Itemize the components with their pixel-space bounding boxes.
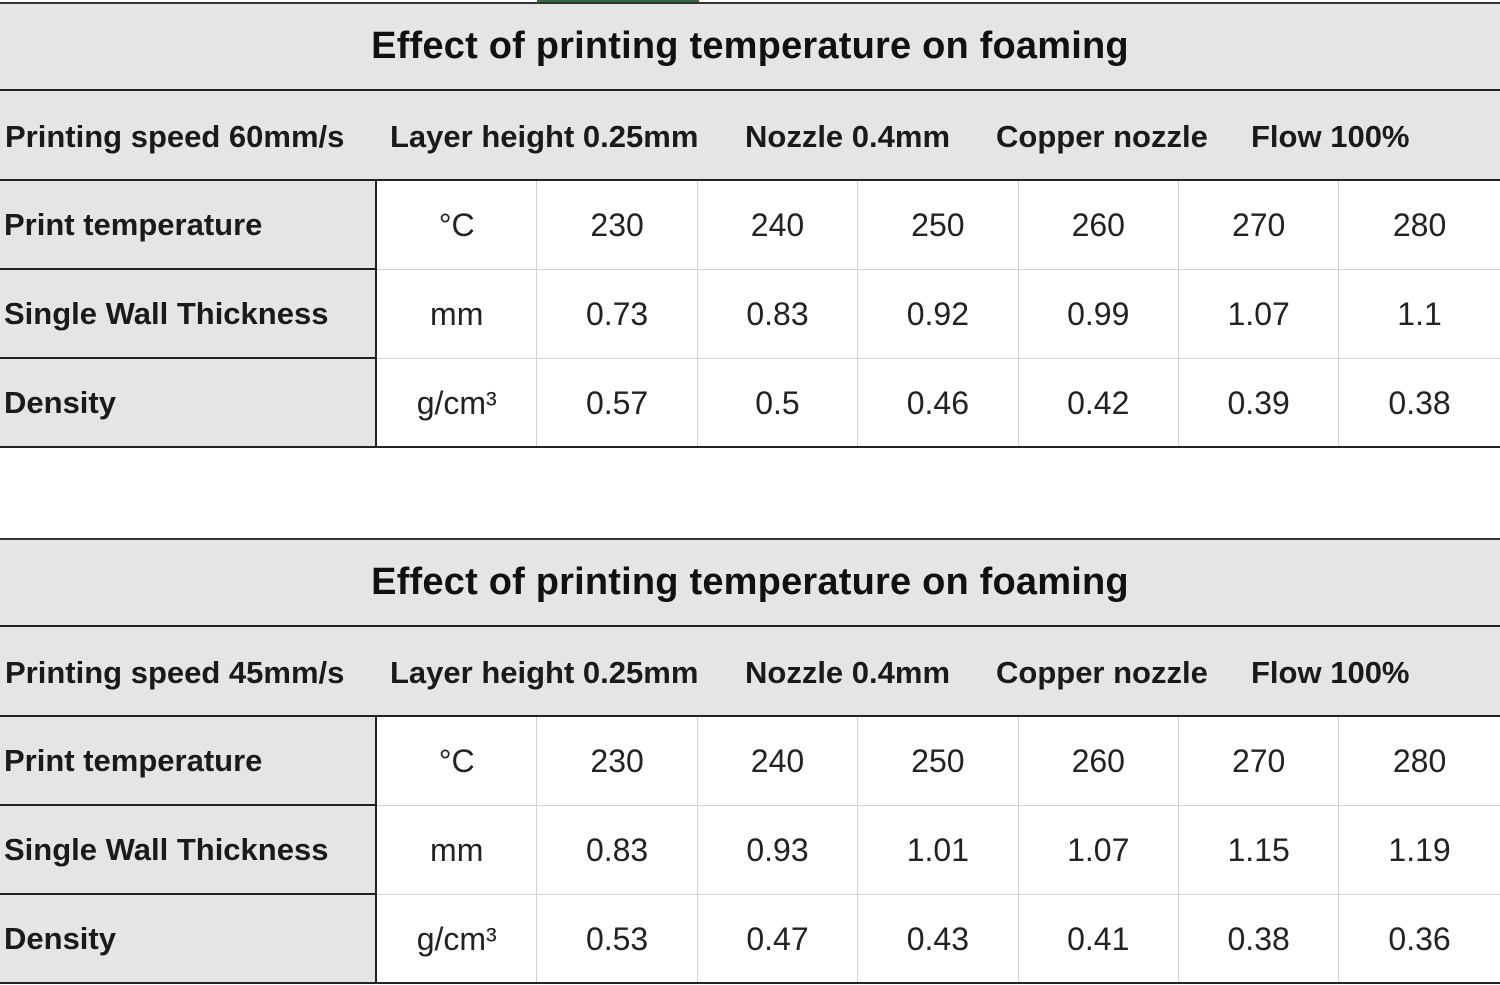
table-row-density: Density g/cm³ 0.57 0.5 0.46 0.42 0.39 0.… xyxy=(0,359,1500,448)
value-cell: 270 xyxy=(1178,181,1340,270)
print-parameters-row: Printing speed 45mm/s Layer height 0.25m… xyxy=(0,627,1500,717)
value-cell: 270 xyxy=(1178,717,1340,806)
value-cell: 1.15 xyxy=(1178,806,1340,895)
param-printing-speed: Printing speed 60mm/s xyxy=(5,119,345,154)
value-cell: 240 xyxy=(697,717,859,806)
value-cell: 0.73 xyxy=(537,270,698,359)
value-cell: 0.53 xyxy=(537,895,698,982)
unit-cell: °C xyxy=(377,181,538,270)
value-cell: 280 xyxy=(1339,717,1500,806)
value-cell: 0.42 xyxy=(1018,359,1179,446)
foaming-table-2: Effect of printing temperature on foamin… xyxy=(0,538,1500,984)
value-cell: 0.83 xyxy=(537,806,698,895)
top-accent-line xyxy=(537,0,699,3)
table-title-row: Effect of printing temperature on foamin… xyxy=(0,538,1500,627)
row-label: Density xyxy=(0,359,377,446)
value-cell: 0.83 xyxy=(697,270,859,359)
table-row-wall-thickness: Single Wall Thickness mm 0.83 0.93 1.01 … xyxy=(0,806,1500,895)
foaming-table-1: Effect of printing temperature on foamin… xyxy=(0,2,1500,448)
table-row-print-temperature: Print temperature °C 230 240 250 260 270… xyxy=(0,181,1500,270)
param-nozzle-material: Copper nozzle xyxy=(996,655,1208,690)
param-nozzle-material: Copper nozzle xyxy=(996,119,1208,154)
unit-cell: mm xyxy=(377,270,538,359)
value-cell: 250 xyxy=(858,181,1019,270)
value-cell: 0.41 xyxy=(1018,895,1179,982)
value-cell: 0.36 xyxy=(1339,895,1500,982)
value-cell: 240 xyxy=(697,181,859,270)
value-cell: 280 xyxy=(1339,181,1500,270)
value-cell: 0.57 xyxy=(537,359,698,446)
value-cell: 0.38 xyxy=(1339,359,1500,446)
unit-cell: g/cm³ xyxy=(377,359,538,446)
value-cell: 1.07 xyxy=(1178,270,1340,359)
value-cell: 260 xyxy=(1018,181,1179,270)
table-row-density: Density g/cm³ 0.53 0.47 0.43 0.41 0.38 0… xyxy=(0,895,1500,984)
value-cell: 1.07 xyxy=(1018,806,1179,895)
value-cell: 1.19 xyxy=(1339,806,1500,895)
table-row-wall-thickness: Single Wall Thickness mm 0.73 0.83 0.92 … xyxy=(0,270,1500,359)
row-label: Print temperature xyxy=(0,717,377,806)
value-cell: 0.43 xyxy=(858,895,1019,982)
row-label: Single Wall Thickness xyxy=(0,270,377,359)
table-row-print-temperature: Print temperature °C 230 240 250 260 270… xyxy=(0,717,1500,806)
value-cell: 1.01 xyxy=(858,806,1019,895)
value-cell: 0.93 xyxy=(697,806,859,895)
table-title-row: Effect of printing temperature on foamin… xyxy=(0,2,1500,91)
value-cell: 0.47 xyxy=(697,895,859,982)
print-parameters-row: Printing speed 60mm/s Layer height 0.25m… xyxy=(0,91,1500,181)
value-cell: 0.5 xyxy=(697,359,859,446)
param-nozzle-size: Nozzle 0.4mm xyxy=(745,655,951,690)
param-layer-height: Layer height 0.25mm xyxy=(390,655,699,690)
param-flow: Flow 100% xyxy=(1251,119,1410,154)
unit-cell: °C xyxy=(377,717,538,806)
row-label: Single Wall Thickness xyxy=(0,806,377,895)
row-label: Density xyxy=(0,895,377,982)
param-layer-height: Layer height 0.25mm xyxy=(390,119,699,154)
param-flow: Flow 100% xyxy=(1251,655,1410,690)
value-cell: 0.38 xyxy=(1178,895,1340,982)
value-cell: 1.1 xyxy=(1339,270,1500,359)
value-cell: 230 xyxy=(537,181,698,270)
value-cell: 230 xyxy=(537,717,698,806)
value-cell: 260 xyxy=(1018,717,1179,806)
value-cell: 0.46 xyxy=(858,359,1019,446)
value-cell: 0.92 xyxy=(858,270,1019,359)
table-title: Effect of printing temperature on foamin… xyxy=(371,561,1129,603)
value-cell: 250 xyxy=(858,717,1019,806)
unit-cell: mm xyxy=(377,806,538,895)
row-label: Print temperature xyxy=(0,181,377,270)
table-title: Effect of printing temperature on foamin… xyxy=(371,25,1129,67)
value-cell: 0.99 xyxy=(1018,270,1179,359)
unit-cell: g/cm³ xyxy=(377,895,538,982)
param-printing-speed: Printing speed 45mm/s xyxy=(5,655,345,690)
value-cell: 0.39 xyxy=(1178,359,1340,446)
param-nozzle-size: Nozzle 0.4mm xyxy=(745,119,951,154)
